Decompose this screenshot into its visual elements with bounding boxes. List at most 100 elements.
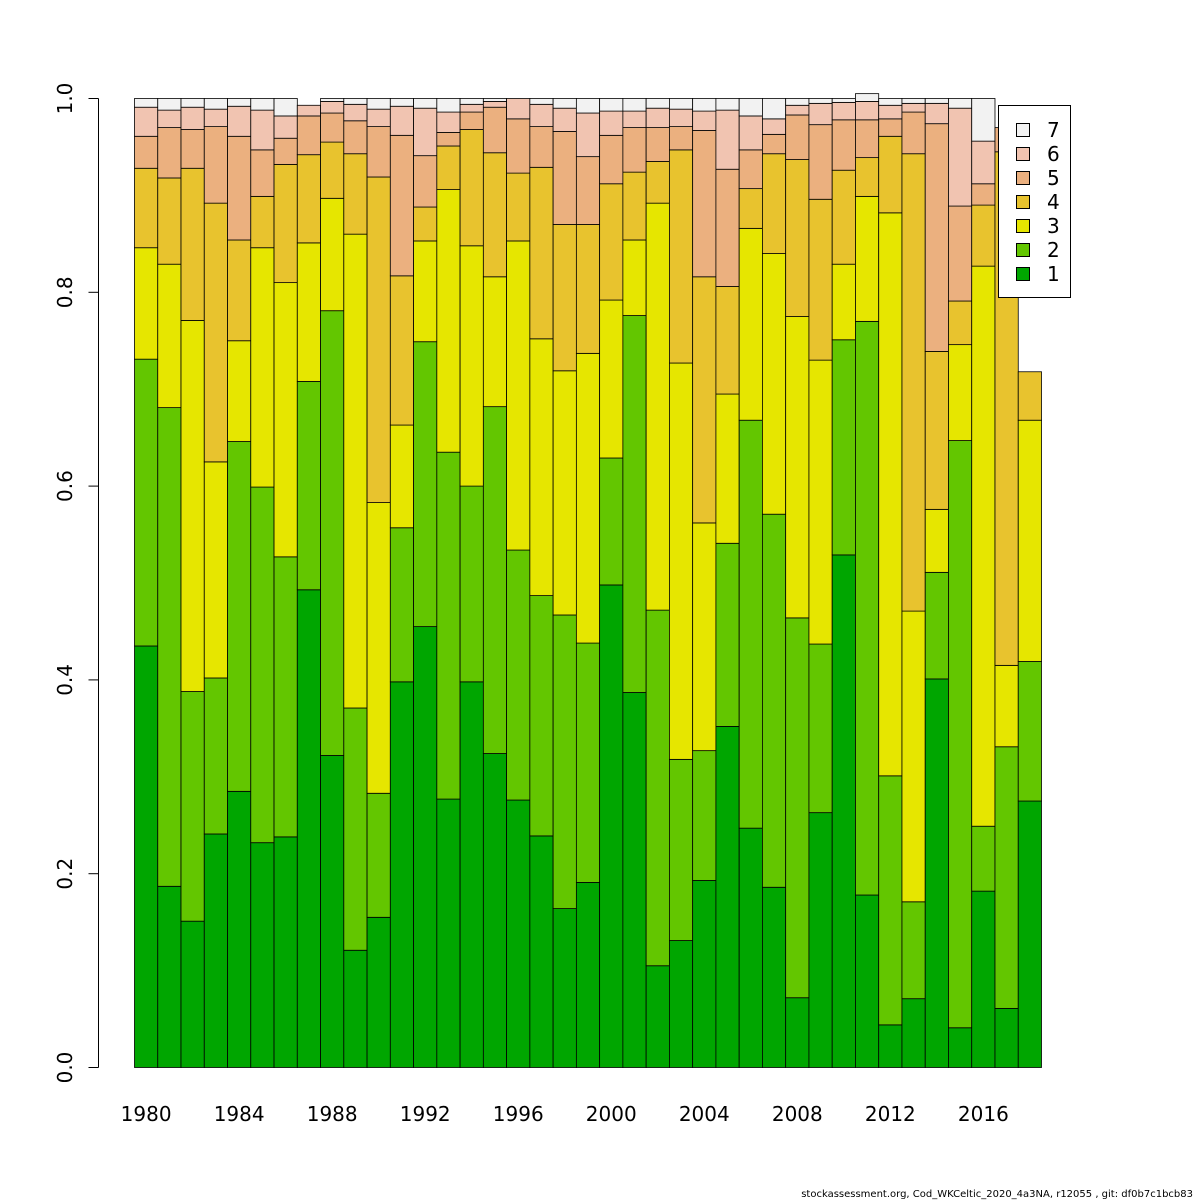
bar-segment-2000-age-5	[599, 134, 624, 185]
bar-segment-1983-age-7	[203, 98, 228, 110]
bar-segment-1982-age-4	[180, 167, 205, 321]
bar-segment-2005-age-1	[715, 726, 740, 1068]
bar-segment-2007-age-2	[762, 513, 787, 888]
bar-segment-1999-age-5	[575, 156, 601, 225]
legend-label-1: 1	[1047, 262, 1060, 286]
bar-segment-2013-age-1	[901, 998, 926, 1068]
legend-swatch-5	[1016, 171, 1030, 185]
bar-segment-1991-age-1	[389, 681, 414, 1068]
bar-segment-2009-age-5	[808, 124, 833, 200]
bar-segment-1980-age-7	[134, 98, 159, 108]
bar-segment-1996-age-1	[506, 799, 531, 1068]
bar-segment-1998-age-6	[552, 107, 577, 132]
bar-segment-2016-age-7	[971, 98, 996, 142]
bar-segment-2016-age-5	[971, 183, 996, 206]
y-tick-label: 1.0	[53, 83, 77, 115]
bar-segment-2012-age-5	[878, 118, 903, 137]
bar-segment-1986-age-5	[273, 137, 298, 165]
bar-segment-2018-age-3	[1017, 419, 1042, 662]
bar-segment-1997-age-3	[529, 338, 554, 596]
bar-segment-1981-age-4	[157, 177, 182, 265]
bar-segment-2009-age-1	[808, 812, 833, 1068]
legend-swatch-7	[1016, 123, 1030, 137]
bar-segment-2016-age-3	[971, 265, 996, 827]
bar-segment-1980-age-2	[134, 358, 159, 647]
bar-segment-2007-age-3	[762, 253, 787, 515]
bar-segment-1984-age-2	[227, 441, 252, 792]
bar-segment-1991-age-4	[389, 275, 414, 426]
bar-segment-2007-age-4	[762, 153, 787, 254]
bar-segment-1988-age-4	[320, 141, 345, 199]
bar-segment-2005-age-2	[715, 542, 740, 727]
bar-segment-1987-age-6	[296, 104, 321, 117]
bar-segment-2014-age-6	[924, 102, 949, 125]
bar-segment-1998-age-1	[552, 908, 577, 1068]
bar-segment-1982-age-3	[180, 319, 205, 692]
bar-segment-2003-age-5	[669, 126, 694, 151]
x-tick-label: 2012	[865, 1102, 916, 1126]
bar-segment-1984-age-4	[227, 239, 252, 342]
x-tick-label: 1980	[121, 1102, 172, 1126]
bar-segment-1983-age-3	[203, 461, 228, 679]
bar-segment-1998-age-5	[552, 131, 577, 225]
bar-segment-1984-age-1	[227, 790, 252, 1068]
bar-segment-2005-age-4	[715, 286, 740, 395]
legend-label-3: 3	[1047, 214, 1060, 238]
bar-segment-1992-age-1	[413, 626, 438, 1068]
bar-segment-1986-age-4	[273, 163, 298, 284]
bar-segment-1985-age-5	[250, 149, 275, 197]
bar-segment-2002-age-1	[645, 965, 670, 1068]
y-tick-label: 0.8	[53, 276, 77, 308]
bar-segment-1999-age-2	[575, 642, 601, 883]
bar-segment-2009-age-6	[808, 102, 833, 126]
bar-segment-1989-age-2	[343, 707, 368, 951]
bar-segment-2016-age-4	[971, 204, 996, 267]
bar-segment-1999-age-7	[575, 98, 601, 114]
x-tick-label: 1984	[214, 1102, 265, 1126]
bar-segment-1991-age-3	[389, 424, 414, 529]
bar-segment-1996-age-6	[506, 98, 531, 120]
legend-swatch-3	[1016, 219, 1030, 233]
bar-segment-2014-age-1	[924, 678, 949, 1068]
bar-segment-1988-age-5	[320, 112, 345, 143]
bar-segment-2013-age-3	[901, 610, 926, 903]
bar-segment-2000-age-2	[599, 457, 624, 586]
bar-segment-1987-age-4	[296, 154, 321, 244]
bar-segment-1995-age-7	[482, 98, 508, 102]
bar-segment-1999-age-6	[575, 112, 601, 158]
bar-segment-2017-age-1	[994, 1007, 1019, 1068]
bars-layer	[134, 93, 1042, 1068]
bar-segment-1995-age-6	[482, 101, 508, 108]
bar-segment-1992-age-5	[413, 155, 438, 208]
bar-segment-1991-age-2	[389, 527, 414, 683]
bar-segment-1995-age-3	[482, 276, 508, 408]
bar-segment-2014-age-7	[924, 98, 949, 104]
bar-segment-2000-age-3	[599, 299, 624, 459]
bar-segment-2010-age-2	[831, 339, 856, 556]
bar-segment-1988-age-1	[320, 755, 345, 1068]
bar-segment-1990-age-6	[366, 108, 391, 128]
bar-segment-1992-age-3	[413, 240, 438, 343]
bar-segment-2001-age-6	[622, 110, 647, 128]
x-axis: 1980 1984 1988 1992 1996 2000 2004 2008 2012 2016	[121, 1102, 1009, 1126]
bar-segment-2003-age-1	[669, 940, 694, 1068]
bar-segment-1998-age-7	[552, 98, 577, 109]
bar-segment-1987-age-2	[296, 381, 321, 591]
bar-segment-2008-age-5	[785, 114, 810, 160]
bar-segment-2015-age-7	[948, 98, 973, 109]
bar-segment-1980-age-1	[134, 645, 159, 1068]
bar-segment-2003-age-3	[669, 362, 694, 760]
bar-segment-1990-age-4	[366, 176, 391, 503]
bar-segment-1986-age-6	[273, 115, 298, 139]
bar-segment-2000-age-6	[599, 110, 624, 136]
bar-segment-2013-age-5	[901, 111, 926, 155]
bar-segment-1984-age-7	[227, 98, 252, 107]
bar-segment-2008-age-4	[785, 159, 810, 317]
bar-segment-1980-age-3	[134, 247, 159, 360]
legend-label-4: 4	[1047, 190, 1060, 214]
bar-segment-1985-age-1	[250, 842, 275, 1068]
bar-segment-1988-age-7	[320, 98, 345, 102]
bar-segment-1998-age-3	[552, 370, 577, 616]
bar-segment-2011-age-4	[855, 157, 880, 197]
y-tick-label: 0.2	[53, 858, 77, 890]
